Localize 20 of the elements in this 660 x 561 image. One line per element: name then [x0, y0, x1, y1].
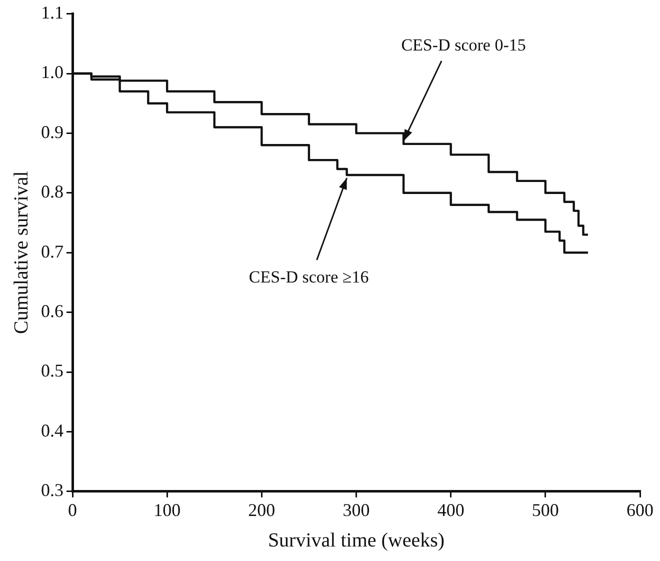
x-tick-label: 100: [154, 500, 181, 520]
x-tick-label: 400: [437, 500, 464, 520]
y-tick-label: 0.6: [41, 301, 64, 322]
y-tick-label: 0.5: [41, 360, 64, 381]
x-tick-label: 200: [248, 500, 276, 520]
y-tick-label: 0.8: [41, 182, 64, 202]
y-tick-label: 1.0: [41, 62, 64, 82]
y-axis-title: Cumulative survival: [10, 170, 32, 334]
text: CES-D score ≥16: [248, 267, 369, 286]
y-tick-label: 0.3: [41, 480, 64, 500]
x-tick-label: 600: [626, 500, 654, 520]
y-tick-label: 0.4: [41, 420, 64, 440]
x-axis-title: Survival time (weeks): [268, 529, 445, 552]
x-tick-label: 300: [342, 500, 370, 520]
y-tick-label: 0.7: [41, 241, 64, 262]
x-tick-label: 0: [68, 500, 77, 520]
y-tick-label: 1.1: [41, 2, 64, 23]
text: CES-D score 0-15: [401, 35, 526, 54]
x-tick-label: 500: [532, 500, 559, 520]
y-tick-label: 0.9: [41, 122, 64, 142]
